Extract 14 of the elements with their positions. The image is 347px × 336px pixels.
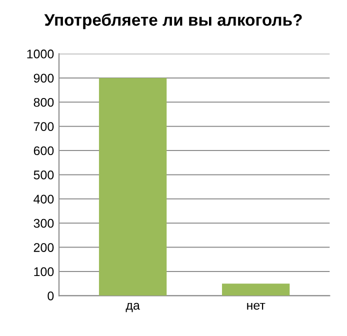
y-tick-label: 0: [48, 291, 54, 300]
y-tick-label: 400: [34, 194, 54, 204]
y-tick-label: 800: [34, 98, 54, 107]
y-tick-label: 900: [34, 74, 54, 83]
chart-title: Употребляете ли вы алкоголь?: [44, 13, 302, 30]
y-tick-label: 700: [34, 122, 54, 131]
y-tick-label: 1000: [27, 50, 54, 58]
y-tick-label: 500: [34, 170, 54, 180]
y-tick-label: 300: [34, 218, 54, 228]
x-tick-label: да: [126, 302, 140, 312]
x-tick-label: нет: [247, 302, 266, 310]
y-tick-label: 200: [34, 243, 54, 252]
y-tick-label: 600: [34, 146, 54, 156]
y-tick-label: 100: [34, 267, 54, 276]
